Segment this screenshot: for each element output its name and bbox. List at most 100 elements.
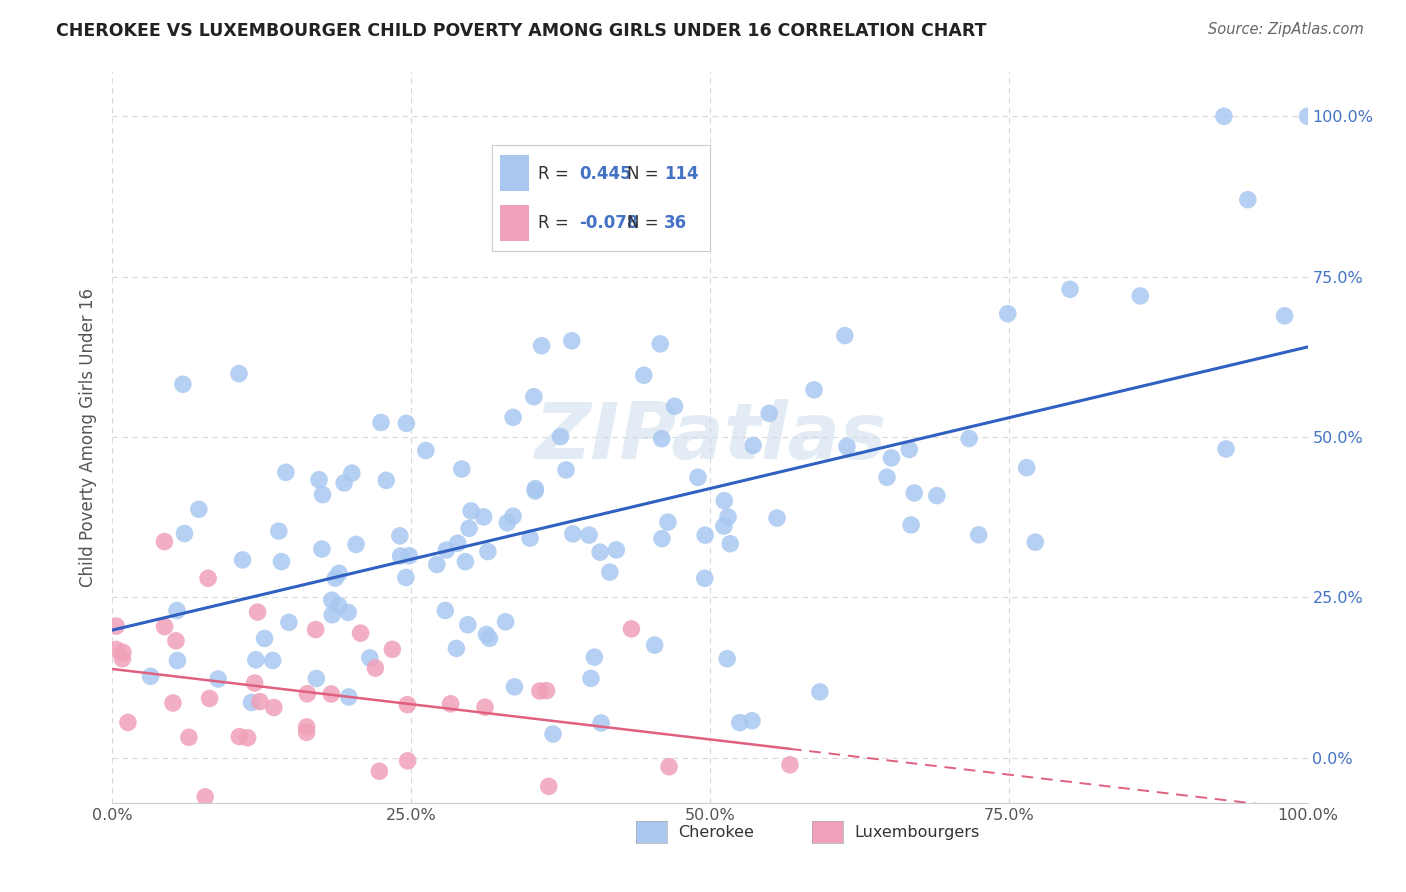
Point (502, 509, 524, 524)
Point (117, 715, 139, 730)
Point (105, 642, 128, 657)
Point (997, 307, 1019, 321)
Text: 114: 114 (664, 164, 699, 183)
Point (375, 474, 398, 488)
Point (240, 695, 263, 709)
Point (876, 470, 898, 484)
Point (561, 526, 583, 541)
Text: Source: ZipAtlas.com: Source: ZipAtlas.com (1208, 22, 1364, 37)
Point (333, 475, 356, 490)
Point (478, 632, 501, 646)
Point (718, 537, 741, 551)
Point (395, 417, 418, 431)
Point (716, 651, 738, 665)
Text: N =: N = (627, 213, 664, 232)
Point (344, 537, 367, 551)
Point (458, 521, 481, 535)
Text: Cherokee: Cherokee (678, 824, 754, 839)
Point (475, 627, 498, 641)
Text: R =: R = (537, 164, 574, 183)
Point (651, 532, 673, 546)
Y-axis label: Child Poverty Among Girls Under 16: Child Poverty Among Girls Under 16 (79, 287, 97, 587)
Point (457, 617, 479, 632)
Point (277, 615, 299, 630)
Point (808, 685, 831, 699)
Point (903, 486, 925, 500)
Point (172, 377, 194, 392)
Point (1024, 535, 1046, 549)
Text: N =: N = (627, 164, 664, 183)
Point (477, 544, 499, 558)
Point (1015, 460, 1038, 475)
Point (446, 641, 468, 656)
Point (834, 328, 856, 343)
Point (166, 654, 188, 668)
Point (561, 334, 583, 348)
Text: R =: R = (537, 213, 574, 232)
Point (519, 531, 541, 545)
Point (396, 698, 419, 712)
Point (267, 524, 290, 538)
Point (693, 528, 716, 542)
Point (536, 683, 558, 698)
Text: 0.445: 0.445 (579, 164, 631, 183)
Point (1215, 442, 1237, 456)
Point (426, 558, 449, 572)
Point (650, 336, 672, 351)
Point (295, 720, 318, 734)
Point (297, 687, 319, 701)
Point (370, 416, 392, 430)
Point (337, 690, 360, 704)
Point (321, 593, 343, 607)
Point (578, 528, 600, 542)
Point (717, 510, 740, 524)
Point (240, 818, 263, 832)
Point (439, 697, 461, 711)
Point (713, 519, 735, 533)
Point (364, 661, 387, 675)
Point (779, 757, 801, 772)
Point (187, 502, 209, 516)
Point (454, 555, 477, 569)
Point (308, 473, 330, 487)
Point (198, 691, 221, 706)
Point (591, 716, 613, 731)
Point (460, 504, 482, 518)
Point (337, 605, 360, 619)
Point (589, 545, 612, 559)
Point (207, 672, 229, 686)
Point (529, 684, 551, 698)
Point (693, 571, 716, 585)
Point (1059, 282, 1081, 296)
Point (162, 696, 184, 710)
Point (228, 367, 250, 381)
Point (153, 534, 176, 549)
Point (295, 725, 318, 739)
Point (579, 672, 602, 686)
Point (633, 368, 655, 383)
Point (349, 626, 371, 640)
Point (246, 605, 269, 619)
Point (166, 603, 188, 617)
FancyBboxPatch shape (501, 155, 529, 191)
Point (311, 488, 333, 502)
Point (173, 526, 195, 541)
Point (658, 760, 681, 774)
Point (503, 680, 526, 694)
Point (835, 440, 858, 454)
Point (311, 542, 333, 557)
Point (758, 406, 780, 420)
Point (644, 638, 666, 652)
Point (396, 754, 419, 768)
Point (967, 528, 990, 542)
Point (1296, 109, 1319, 123)
Point (620, 622, 643, 636)
Point (325, 571, 347, 585)
Point (139, 669, 162, 683)
Point (686, 470, 709, 484)
Point (395, 570, 418, 584)
Point (524, 483, 547, 498)
Point (253, 632, 276, 646)
Point (105, 619, 128, 633)
Point (197, 571, 219, 585)
